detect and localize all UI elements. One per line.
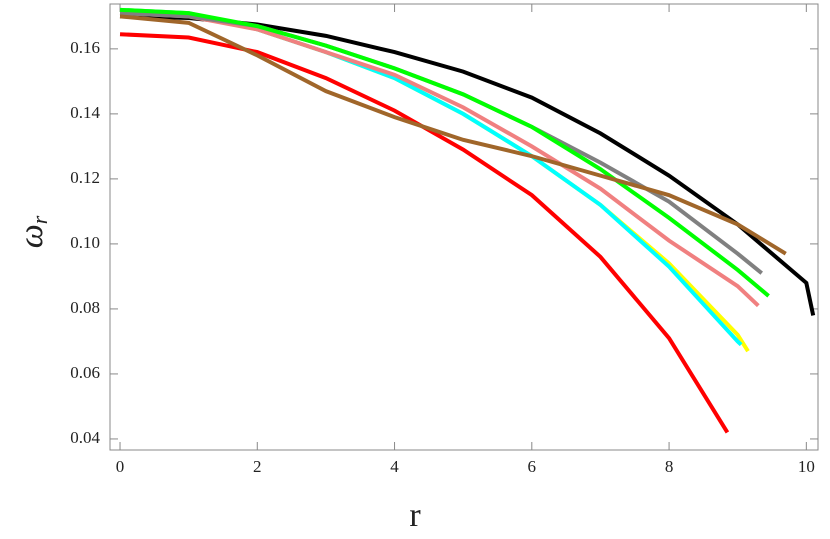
y-tick-label: 0.04	[70, 428, 100, 447]
x-tick-label: 8	[665, 457, 674, 476]
y-tick-label: 0.12	[70, 168, 100, 187]
y-tick-label: 0.10	[70, 233, 100, 252]
y-axis-label-sub: r	[27, 215, 52, 224]
x-tick-label: 4	[390, 457, 399, 476]
y-tick-label: 0.06	[70, 363, 100, 382]
line-series	[119, 14, 787, 256]
x-axis-label: r	[409, 497, 421, 534]
x-tick-label: 2	[253, 457, 262, 476]
x-tick-label: 6	[528, 457, 537, 476]
line-series	[119, 7, 743, 347]
y-tick-label: 0.14	[70, 103, 100, 122]
line-series	[119, 11, 763, 275]
x-tick-label: 0	[116, 457, 125, 476]
y-tick-label: 0.16	[70, 38, 100, 57]
y-axis-label-main: ω	[13, 224, 50, 248]
line-series	[119, 11, 760, 308]
plot-frame	[109, 3, 819, 451]
y-axis-label: ωr	[13, 215, 52, 248]
line-series	[119, 7, 750, 353]
line-series	[119, 7, 770, 298]
line-series	[119, 14, 816, 316]
x-tick-label: 10	[798, 457, 815, 476]
y-tick-label: 0.08	[70, 298, 100, 317]
